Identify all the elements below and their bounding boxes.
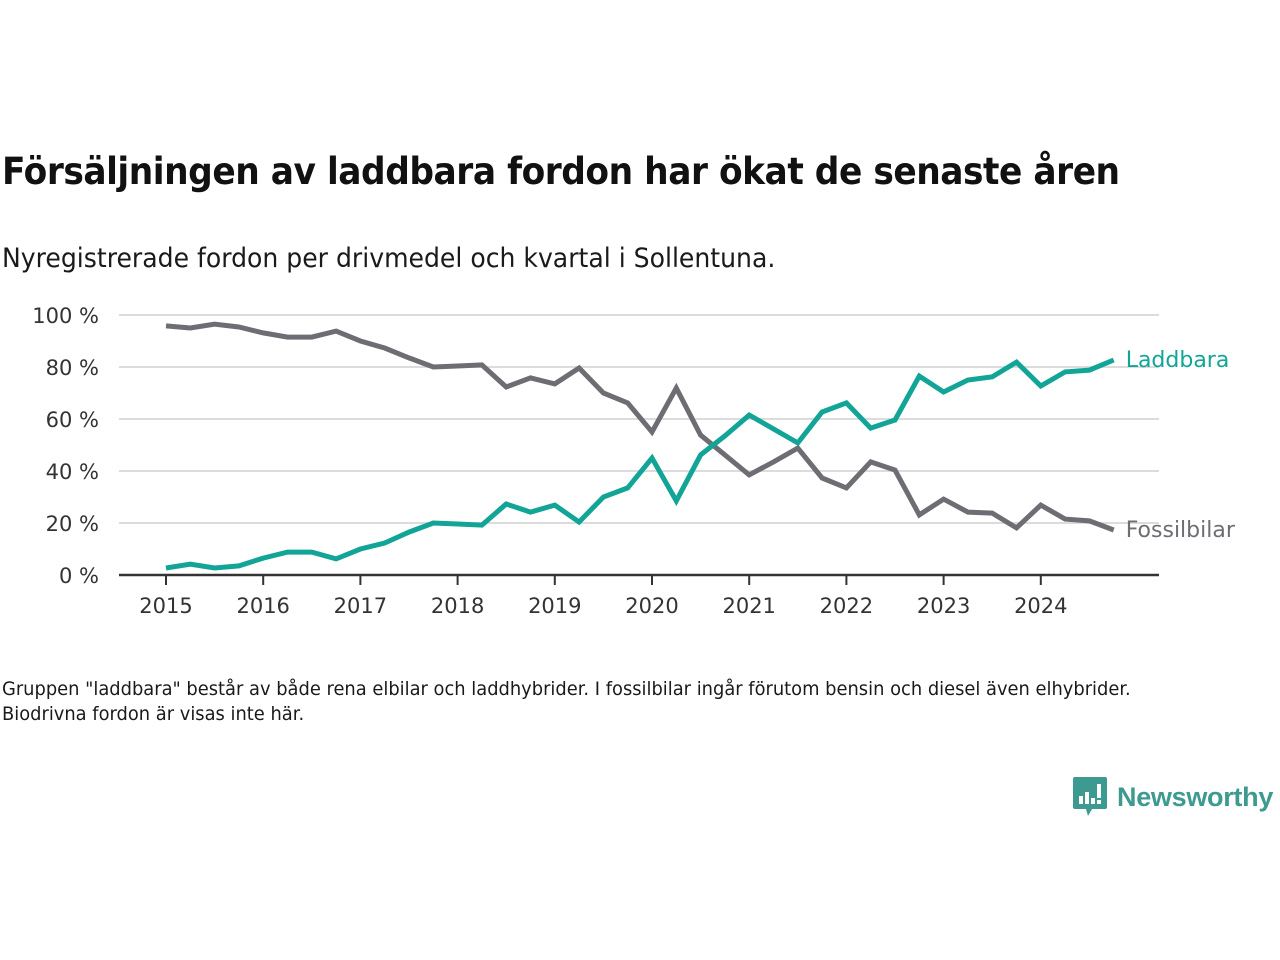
y-tick-label: 20 % xyxy=(46,512,99,536)
line-chart: 0 %20 %40 %60 %80 %100 % 2015 2016 2017 201… xyxy=(32,304,1236,618)
y-tick-label: 60 % xyxy=(46,408,99,432)
chart-subtitle: Nyregistrerade fordon per drivmedel och … xyxy=(2,243,776,274)
newsworthy-logo-text: Newsworthy xyxy=(1117,781,1274,812)
y-axis: 0 % 20 % 40 % 60 % 80 % 100 % xyxy=(32,304,99,588)
x-tick-label: 2023 xyxy=(917,594,970,618)
x-tick-label: 2019 xyxy=(528,594,581,618)
x-tick-label: 2015 xyxy=(139,594,192,618)
series-label-fossilbilar: Fossilbilar xyxy=(1126,518,1236,543)
x-tick-label: 2018 xyxy=(431,594,484,618)
x-tick-label: 2020 xyxy=(625,594,678,618)
newsworthy-logo[interactable]: Newsworthy xyxy=(1072,776,1273,818)
x-axis: 2015 2016 2017 2018 2019 2020 2021 2022 2023 2024 xyxy=(119,573,1159,618)
y-tick-label: 100 % xyxy=(32,304,99,328)
series-label-laddbara: Laddbara xyxy=(1126,348,1230,373)
series-lines xyxy=(165,321,1115,571)
newsworthy-logo-icon xyxy=(1073,777,1107,816)
x-tick-label: 2016 xyxy=(236,594,289,618)
x-tick-label: 2021 xyxy=(722,594,775,618)
series-line-fossilbilar xyxy=(165,321,1115,533)
y-tick-label: 40 % xyxy=(46,460,99,484)
series-labels: Fossilbilar Laddbara xyxy=(1126,348,1236,543)
y-tick-label: 0 % xyxy=(59,564,99,588)
footnote: Gruppen "laddbara" består av både rena e… xyxy=(2,678,1131,725)
x-tick-label: 2022 xyxy=(820,594,873,618)
chart-title: Försäljningen av laddbara fordon har öka… xyxy=(2,150,1120,193)
series-line-laddbara xyxy=(165,357,1115,571)
y-tick-label: 80 % xyxy=(46,356,99,380)
x-tick-label: 2024 xyxy=(1014,594,1067,618)
x-tick-label: 2017 xyxy=(334,594,387,618)
